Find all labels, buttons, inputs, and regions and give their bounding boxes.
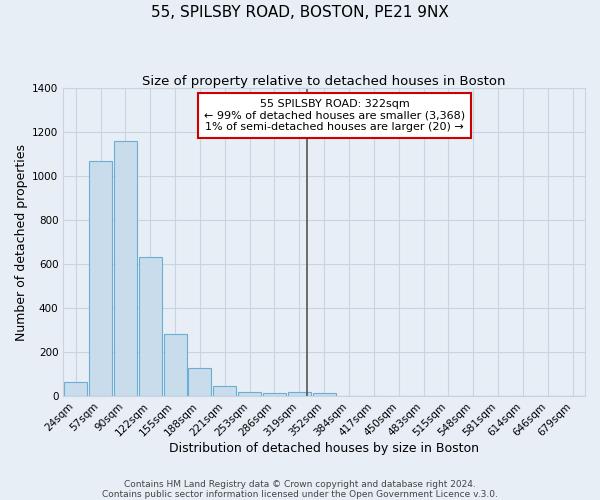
Bar <box>288 392 311 396</box>
Bar <box>114 141 137 396</box>
Bar <box>238 392 261 396</box>
Bar <box>263 393 286 396</box>
Bar <box>64 382 87 396</box>
Bar <box>188 368 211 396</box>
Text: Contains HM Land Registry data © Crown copyright and database right 2024.
Contai: Contains HM Land Registry data © Crown c… <box>102 480 498 499</box>
Bar <box>139 258 161 396</box>
X-axis label: Distribution of detached houses by size in Boston: Distribution of detached houses by size … <box>169 442 479 455</box>
Bar <box>164 334 187 396</box>
Bar <box>313 393 335 396</box>
Title: Size of property relative to detached houses in Boston: Size of property relative to detached ho… <box>142 75 506 88</box>
Y-axis label: Number of detached properties: Number of detached properties <box>15 144 28 340</box>
Text: 55 SPILSBY ROAD: 322sqm
← 99% of detached houses are smaller (3,368)
1% of semi-: 55 SPILSBY ROAD: 322sqm ← 99% of detache… <box>204 99 465 132</box>
Text: 55, SPILSBY ROAD, BOSTON, PE21 9NX: 55, SPILSBY ROAD, BOSTON, PE21 9NX <box>151 5 449 20</box>
Bar <box>214 386 236 396</box>
Bar <box>89 160 112 396</box>
